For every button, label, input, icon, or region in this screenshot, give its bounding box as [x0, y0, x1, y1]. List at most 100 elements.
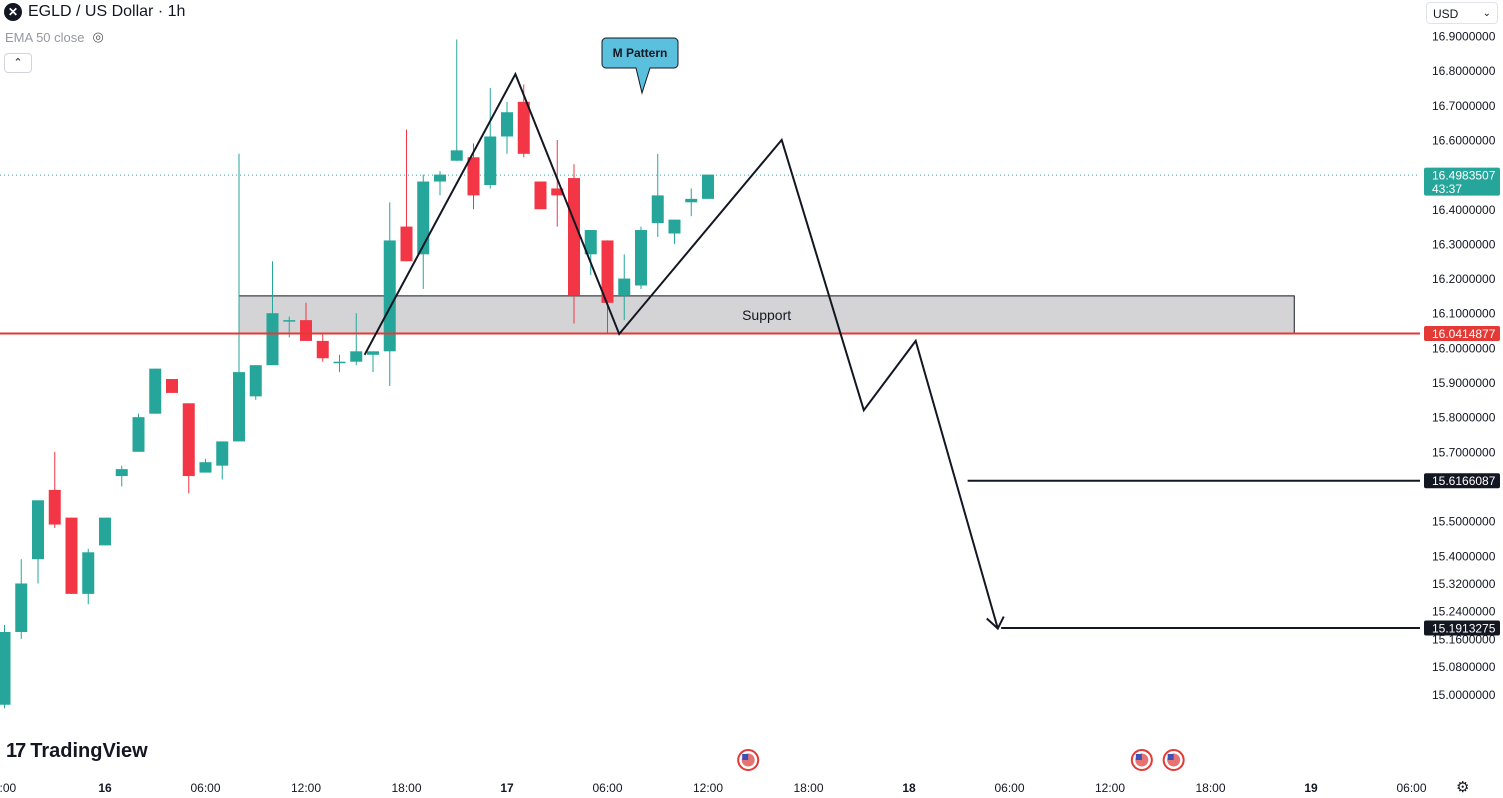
x-tick-label: 18	[902, 781, 916, 795]
flag-canton	[1135, 754, 1142, 760]
candle-body	[568, 178, 580, 296]
y-tick-label: 15.9000000	[1432, 376, 1496, 390]
candle-body	[517, 101, 530, 154]
candle-body	[467, 157, 480, 196]
indicator-legend: EMA 50 close ◎	[5, 29, 104, 45]
plot-area: Support M Pattern	[0, 37, 1420, 771]
y-tick-label: 15.4000000	[1432, 549, 1496, 563]
support-price-tag: 16.0414877	[1432, 327, 1496, 341]
candle-body	[417, 181, 430, 255]
candle-body	[300, 320, 312, 341]
candle-body	[685, 198, 698, 203]
chart-header: ✕ EGLD / US Dollar · 1h	[4, 3, 185, 21]
candle-body	[48, 489, 61, 525]
y-tick-label: 16.9000000	[1432, 30, 1496, 44]
candle-body	[618, 278, 631, 296]
candle-body	[82, 552, 95, 594]
target-price-tag-bg	[1424, 620, 1500, 636]
y-tick-label: 16.7000000	[1432, 99, 1496, 113]
y-tick-label: 15.0800000	[1432, 660, 1496, 674]
candle-body	[182, 403, 195, 477]
candle-body	[132, 417, 145, 452]
y-tick-label: 15.3200000	[1432, 577, 1496, 591]
flag-canton	[1167, 754, 1174, 760]
us-flag-event-icon	[1130, 749, 1153, 771]
x-tick-label: 16	[98, 781, 112, 795]
x-tick-label: 06:00	[994, 781, 1024, 795]
y-tick-label: 15.8000000	[1432, 411, 1496, 425]
tradingview-mark-icon: 17	[6, 740, 26, 762]
pattern-callout	[601, 37, 679, 95]
candle-body	[668, 219, 681, 234]
x-tick-label: 12:00	[291, 781, 321, 795]
last-price-tag-countdown: 43:37	[1432, 182, 1462, 196]
y-tick-label: 16.6000000	[1432, 133, 1496, 147]
y-tick-label: 15.2400000	[1432, 605, 1496, 619]
candle-body	[584, 230, 597, 255]
candle-body	[383, 240, 396, 352]
target-price-tag: 15.1913275	[1432, 622, 1496, 636]
x-tick-label: 17	[500, 781, 514, 795]
us-flag-event-icon	[1162, 749, 1185, 771]
candle-body	[316, 340, 329, 359]
y-tick-label: 15.0000000	[1432, 688, 1496, 702]
last-price-tag-bg	[1424, 167, 1500, 196]
eye-slash-icon[interactable]: ◎	[92, 29, 104, 44]
candle-body	[283, 320, 296, 322]
candle-body	[32, 500, 44, 560]
flag-canton	[742, 754, 749, 760]
candle-body	[551, 188, 564, 196]
x-tick-label: 12:00	[693, 781, 723, 795]
candle-body	[635, 230, 647, 286]
candle-body	[367, 351, 379, 355]
symbol-title[interactable]: EGLD / US Dollar · 1h	[28, 3, 186, 20]
last-price-tag: 16.4983507	[1432, 169, 1496, 183]
x-tick-label: 06:00	[190, 781, 220, 795]
currency-select[interactable]: USD ⌄	[1426, 2, 1498, 24]
candle-body	[601, 240, 614, 303]
tradingview-wordmark: TradingView	[30, 740, 148, 762]
indicator-label[interactable]: EMA 50 close	[5, 29, 85, 45]
candle-body	[216, 441, 229, 466]
candle-body	[350, 351, 363, 362]
x-tick-label: 06:00	[1396, 781, 1426, 795]
y-tick-label: 16.2000000	[1432, 272, 1496, 286]
y-tick-label: 16.4000000	[1432, 203, 1496, 217]
candle-body	[702, 174, 714, 199]
candle-body	[484, 136, 497, 185]
candle-body	[0, 631, 11, 705]
x-tick-label: 18:00	[1195, 781, 1225, 795]
candle-body	[266, 313, 279, 366]
y-tick-label: 16.1000000	[1432, 307, 1496, 321]
candle-body	[333, 361, 346, 364]
candle-body	[434, 174, 446, 182]
settings-gear-icon[interactable]: ⚙	[1456, 779, 1470, 796]
collapse-legend-button[interactable]: ⌃	[4, 53, 32, 73]
y-tick-label: 15.1600000	[1432, 632, 1496, 646]
candle-body	[400, 226, 413, 262]
target-price-tag: 15.6166087	[1432, 474, 1496, 488]
candle-body	[166, 379, 178, 393]
y-tick-label: 16.3000000	[1432, 237, 1496, 251]
support-zone	[238, 295, 1295, 335]
candle-body	[65, 517, 78, 594]
x-tick-label: 18:00	[793, 781, 823, 795]
candle-body	[15, 583, 28, 632]
y-tick-label: 15.7000000	[1432, 445, 1496, 459]
candle-body	[534, 181, 547, 210]
x-tick-label: 18:00	[391, 781, 421, 795]
us-flag-event-icon	[737, 749, 760, 771]
y-tick-label: 16.0000000	[1432, 341, 1496, 355]
candle-body	[199, 462, 212, 473]
x-tick-label: 12:00	[1095, 781, 1125, 795]
pattern-callout-label: M Pattern	[613, 46, 668, 60]
candle-body	[233, 372, 245, 442]
target-price-tag-bg	[1424, 473, 1500, 489]
candle-body	[115, 469, 128, 477]
chevron-down-icon: ⌄	[1482, 8, 1491, 19]
tradingview-logo[interactable]: 17 TradingView	[6, 740, 148, 763]
y-tick-label: 15.5000000	[1432, 515, 1496, 529]
candle-body	[501, 112, 513, 137]
x-tick-label: 19	[1304, 781, 1318, 795]
